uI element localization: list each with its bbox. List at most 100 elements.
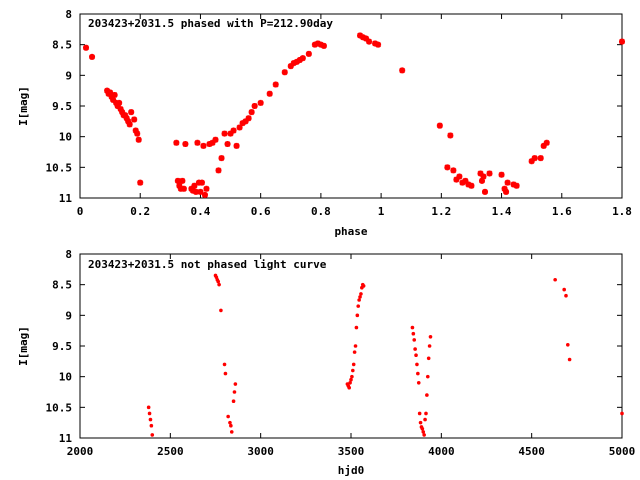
data-point	[245, 115, 252, 122]
data-point	[486, 170, 493, 177]
x-tick-label: 3000	[247, 445, 274, 458]
x-axis-label: hjd0	[338, 464, 365, 477]
data-point	[348, 381, 352, 385]
data-point	[104, 87, 111, 94]
data-point	[232, 390, 237, 394]
data-point	[125, 118, 132, 125]
data-point	[111, 91, 118, 98]
chart-title: 203423+2031.5 phased with P=212.90day	[88, 17, 333, 30]
data-point	[503, 188, 510, 195]
x-tick-label: 1	[378, 205, 385, 218]
data-point	[179, 177, 186, 184]
y-tick-label: 9	[65, 69, 72, 82]
data-point	[173, 139, 180, 146]
data-point	[114, 103, 121, 109]
x-tick-label: 1.6	[552, 205, 572, 218]
y-axis-label: I[mag]	[17, 86, 30, 126]
x-tick-label: 0.4	[191, 205, 211, 218]
data-point	[212, 136, 219, 143]
data-point	[357, 298, 361, 302]
data-point	[281, 69, 288, 76]
data-point	[426, 356, 431, 361]
y-tick-label: 8	[65, 248, 72, 261]
data-point	[83, 44, 90, 51]
data-point	[224, 141, 231, 148]
data-points	[146, 273, 624, 437]
data-point	[195, 179, 202, 186]
data-point	[229, 423, 233, 428]
data-point	[200, 142, 207, 149]
data-point	[217, 282, 221, 287]
data-point	[239, 120, 246, 127]
data-point	[566, 342, 570, 347]
data-point	[459, 179, 466, 186]
data-point	[423, 417, 427, 422]
data-point	[113, 99, 120, 106]
data-point	[372, 40, 379, 47]
data-point	[410, 325, 415, 330]
x-tick-label: 3500	[338, 445, 365, 458]
data-point	[194, 139, 201, 146]
data-point	[174, 177, 181, 184]
chart-title: 203423+2031.5 not phased light curve	[88, 258, 327, 271]
data-point	[177, 185, 184, 192]
plot-frame	[79, 13, 623, 199]
data-point	[182, 141, 189, 148]
data-point	[229, 430, 234, 434]
data-point	[148, 417, 153, 422]
data-point	[357, 32, 364, 39]
data-point	[425, 374, 430, 379]
data-point	[180, 185, 187, 192]
data-point	[119, 109, 126, 116]
data-point	[107, 89, 114, 96]
data-point	[358, 295, 362, 299]
data-point	[257, 99, 264, 106]
data-point	[424, 411, 428, 416]
y-tick-label: 8.5	[52, 279, 72, 292]
data-point	[528, 158, 535, 165]
data-point	[619, 38, 625, 45]
data-point	[462, 177, 469, 184]
data-point	[215, 167, 222, 174]
unphased-light-curve-panel: 2000 2500 3000 3500 4000 4500 5000 8 8.5 9 9.5 10 10…	[17, 248, 635, 477]
data-point	[531, 155, 538, 162]
data-point	[543, 139, 550, 146]
y-tick-label: 9.5	[52, 100, 72, 113]
data-point	[453, 176, 460, 183]
data-point	[428, 335, 433, 339]
data-point	[510, 181, 517, 188]
data-point	[219, 308, 223, 313]
data-point	[116, 99, 123, 106]
data-point	[131, 116, 138, 123]
data-point	[498, 171, 505, 178]
data-point	[425, 393, 429, 397]
data-point	[110, 96, 117, 103]
data-point	[412, 338, 417, 342]
data-point	[122, 112, 129, 119]
x-tick-label: 2000	[67, 445, 94, 458]
y-tick-label: 10.5	[46, 401, 73, 414]
data-point	[206, 141, 213, 148]
y-tick-label: 9.5	[52, 340, 72, 353]
data-point	[366, 38, 373, 45]
data-point	[359, 292, 363, 296]
data-point	[128, 109, 135, 116]
data-point	[216, 279, 221, 284]
data-point	[201, 191, 208, 198]
data-point	[465, 181, 472, 188]
data-point	[360, 34, 367, 41]
data-point	[363, 35, 370, 42]
phased-light-curve-panel: 0 0.2 0.4 0.6 0.8 1 1.2 1.4 1.6 1.8 8 8.5 9 9.5 10 10.5…	[17, 8, 632, 238]
data-point	[553, 277, 557, 282]
data-point	[223, 371, 228, 376]
data-point	[251, 103, 258, 109]
data-point	[248, 109, 255, 116]
data-point	[501, 185, 508, 192]
data-point	[226, 414, 230, 419]
data-point	[351, 362, 356, 367]
data-point	[537, 155, 544, 162]
data-point	[504, 179, 511, 186]
data-point	[218, 155, 225, 162]
data-point	[149, 423, 154, 428]
